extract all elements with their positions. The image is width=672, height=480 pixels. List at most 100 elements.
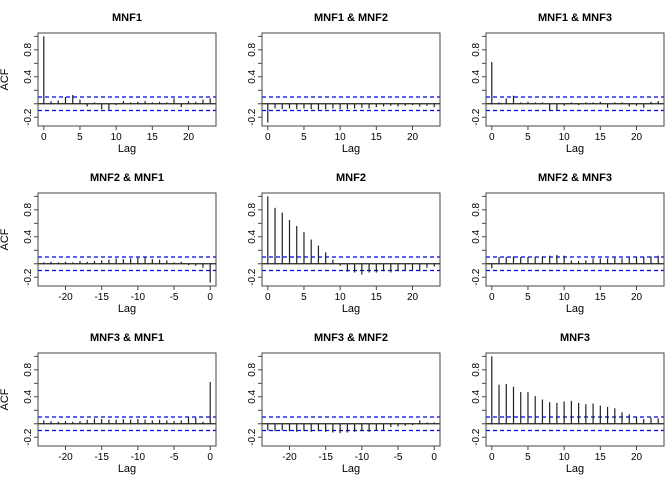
x-tick-label: -20 bbox=[282, 452, 297, 463]
panel-title: MNF3 & MNF1 bbox=[90, 332, 164, 344]
y-tick-label: 0.4 bbox=[23, 69, 34, 83]
acf-bars bbox=[491, 255, 659, 269]
acf-bars bbox=[491, 356, 659, 424]
x-tick-label: 20 bbox=[631, 452, 643, 463]
acf-bars bbox=[267, 420, 435, 434]
acf-plot-svg: MNF3 & MNF1 -20 -15 -10 -5 0 -0.2 0.4 0.8 Lag ACF bbox=[0, 332, 217, 475]
plot-box bbox=[261, 352, 441, 447]
y-tick-label: 0.8 bbox=[247, 202, 258, 216]
acf-bars bbox=[267, 103, 435, 123]
x-tick-label: 20 bbox=[407, 132, 419, 143]
x-tick-label: 15 bbox=[371, 132, 383, 143]
acf-plot-svg: MNF3 & MNF2 -20 -15 -10 -5 0 -0.2 0.4 0.8 Lag bbox=[247, 332, 441, 475]
acf-panel-mnf3-mnf1: MNF3 & MNF1 -20 -15 -10 -5 0 -0.2 0.4 0.8 Lag ACF bbox=[0, 320, 224, 480]
acf-panel-mnf3-mnf2: MNF3 & MNF2 -20 -15 -10 -5 0 -0.2 0.4 0.8 Lag bbox=[224, 320, 448, 480]
x-tick-label: 0 bbox=[41, 132, 47, 143]
y-tick-label: 0.8 bbox=[471, 362, 482, 376]
x-tick-label: 20 bbox=[407, 292, 419, 303]
x-tick-label: -20 bbox=[58, 292, 73, 303]
y-tick-label: -0.2 bbox=[471, 108, 482, 126]
x-tick-label: -20 bbox=[58, 452, 73, 463]
x-tick-label: -5 bbox=[170, 452, 179, 463]
acf-panel-mnf2: MNF2 0 5 10 15 20 -0.2 0.4 0.8 Lag bbox=[224, 160, 448, 320]
acf-plot-svg: MNF2 0 5 10 15 20 -0.2 0.4 0.8 Lag bbox=[247, 172, 441, 315]
x-tick-label: 0 bbox=[489, 452, 495, 463]
y-tick-label: 0.4 bbox=[471, 69, 482, 83]
acf-bars bbox=[43, 381, 211, 424]
x-axis-label: Lag bbox=[566, 143, 584, 155]
y-tick-label: -0.2 bbox=[23, 108, 34, 126]
plot-box bbox=[485, 32, 665, 127]
y-tick-label: -0.2 bbox=[471, 268, 482, 286]
x-tick-label: 5 bbox=[525, 452, 531, 463]
acf-plot-svg: MNF1 0 5 10 15 20 -0.2 0.4 0.8 Lag ACF bbox=[0, 12, 217, 155]
x-tick-label: 10 bbox=[111, 132, 123, 143]
plot-box bbox=[261, 192, 441, 287]
y-tick-label: 0.8 bbox=[471, 202, 482, 216]
acf-panel-mnf1-mnf2: MNF1 & MNF2 0 5 10 15 20 -0.2 0.4 0.8 Lag bbox=[224, 0, 448, 160]
y-tick-label: 0.4 bbox=[23, 229, 34, 243]
x-tick-label: 0 bbox=[207, 452, 213, 463]
x-tick-label: -15 bbox=[94, 292, 109, 303]
y-tick-label: 0.8 bbox=[23, 202, 34, 216]
panel-title: MNF1 & MNF3 bbox=[538, 12, 612, 24]
x-tick-label: 0 bbox=[489, 292, 495, 303]
acf-plot-svg: MNF1 & MNF3 0 5 10 15 20 -0.2 0.4 0.8 Lag bbox=[471, 12, 665, 155]
x-tick-label: 0 bbox=[207, 292, 213, 303]
panel-title: MNF1 bbox=[112, 12, 142, 24]
plot-box bbox=[37, 32, 217, 127]
x-axis-label: Lag bbox=[566, 463, 584, 475]
y-tick-label: 0.8 bbox=[247, 362, 258, 376]
x-tick-label: 20 bbox=[631, 132, 643, 143]
y-tick-label: 0.8 bbox=[247, 42, 258, 56]
x-axis-label: Lag bbox=[566, 303, 584, 315]
panel-title: MNF2 bbox=[336, 172, 366, 184]
x-tick-label: -5 bbox=[170, 292, 179, 303]
x-tick-label: -5 bbox=[394, 452, 403, 463]
x-tick-label: -10 bbox=[131, 292, 146, 303]
x-tick-label: 5 bbox=[525, 292, 531, 303]
plot-box bbox=[485, 352, 665, 447]
x-tick-label: 15 bbox=[371, 292, 383, 303]
y-tick-label: 0.8 bbox=[23, 362, 34, 376]
x-tick-label: 10 bbox=[335, 132, 347, 143]
x-tick-label: 15 bbox=[595, 292, 607, 303]
panel-title: MNF3 & MNF2 bbox=[314, 332, 388, 344]
x-tick-label: 15 bbox=[595, 452, 607, 463]
x-tick-label: 10 bbox=[559, 132, 571, 143]
acf-bars bbox=[491, 61, 659, 111]
panel-title: MNF3 bbox=[560, 332, 590, 344]
y-axis-label: ACF bbox=[0, 68, 11, 90]
acf-panel-mnf3: MNF3 0 5 10 15 20 -0.2 0.4 0.8 Lag bbox=[448, 320, 672, 480]
y-tick-label: -0.2 bbox=[23, 428, 34, 446]
x-axis-label: Lag bbox=[118, 463, 136, 475]
x-tick-label: -15 bbox=[94, 452, 109, 463]
plot-box bbox=[261, 32, 441, 127]
x-axis-label: Lag bbox=[342, 463, 360, 475]
x-tick-label: 10 bbox=[559, 292, 571, 303]
y-tick-label: 0.4 bbox=[471, 389, 482, 403]
x-tick-label: 10 bbox=[335, 292, 347, 303]
x-tick-label: 5 bbox=[301, 292, 307, 303]
plot-box bbox=[485, 192, 665, 287]
y-axis-label: ACF bbox=[0, 388, 11, 410]
y-tick-label: 0.8 bbox=[471, 42, 482, 56]
acf-panel-mnf1: MNF1 0 5 10 15 20 -0.2 0.4 0.8 Lag ACF bbox=[0, 0, 224, 160]
acf-panel-mnf2-mnf1: MNF2 & MNF1 -20 -15 -10 -5 0 -0.2 0.4 0.8 Lag ACF bbox=[0, 160, 224, 320]
acf-plot-svg: MNF3 0 5 10 15 20 -0.2 0.4 0.8 Lag bbox=[471, 332, 665, 475]
y-tick-label: -0.2 bbox=[247, 428, 258, 446]
acf-panel-mnf2-mnf3: MNF2 & MNF3 0 5 10 15 20 -0.2 0.4 0.8 Lag bbox=[448, 160, 672, 320]
acf-plot-svg: MNF2 & MNF3 0 5 10 15 20 -0.2 0.4 0.8 Lag bbox=[471, 172, 665, 315]
x-tick-label: 0 bbox=[265, 132, 271, 143]
y-tick-label: -0.2 bbox=[247, 268, 258, 286]
acf-bars bbox=[267, 196, 435, 275]
plot-box bbox=[37, 192, 217, 287]
x-axis-label: Lag bbox=[342, 303, 360, 315]
x-tick-label: -15 bbox=[318, 452, 333, 463]
x-axis-label: Lag bbox=[118, 143, 136, 155]
y-tick-label: -0.2 bbox=[247, 108, 258, 126]
x-tick-label: 20 bbox=[183, 132, 195, 143]
y-tick-label: 0.4 bbox=[247, 389, 258, 403]
x-tick-label: 20 bbox=[631, 292, 643, 303]
